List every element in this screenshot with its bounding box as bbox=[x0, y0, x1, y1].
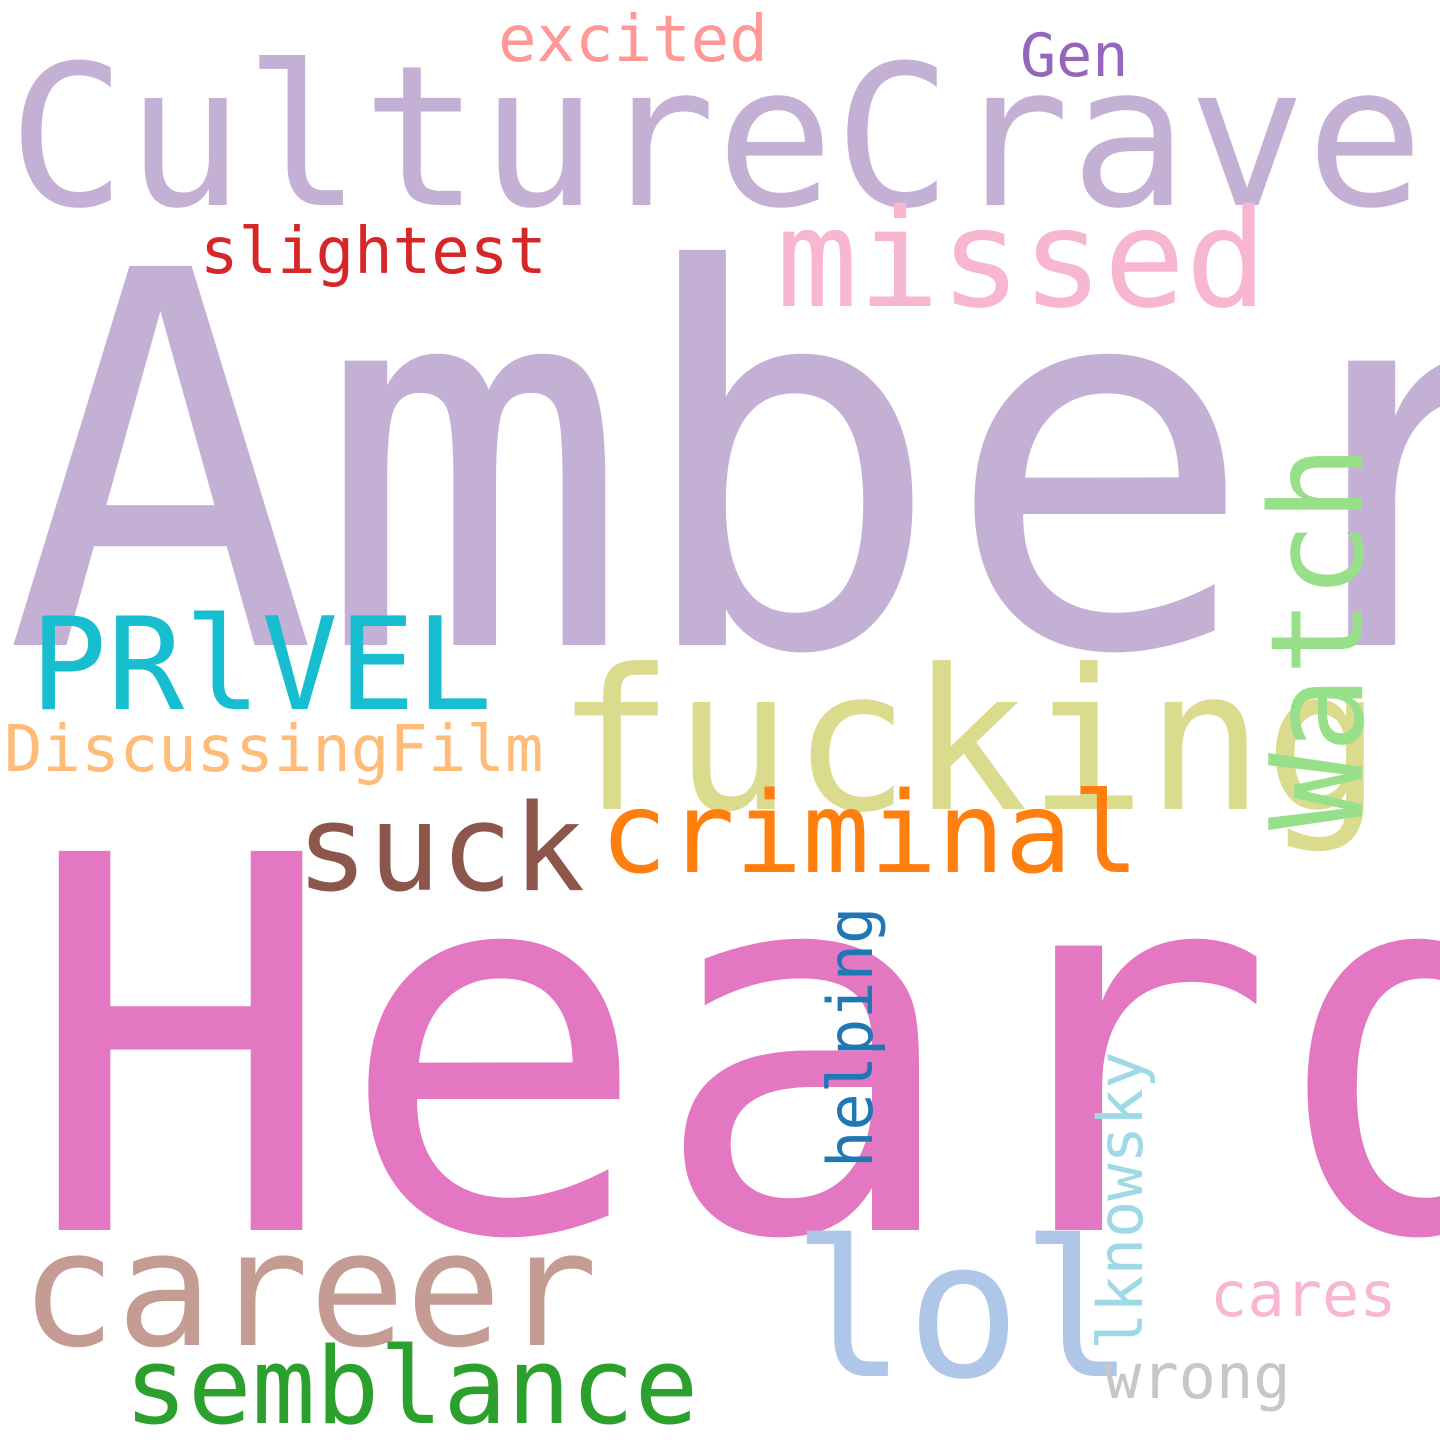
word-missed: missed bbox=[776, 181, 1268, 339]
word-semblance: semblance bbox=[124, 1325, 699, 1448]
word-slightest: slightest bbox=[200, 215, 547, 289]
word-discussingfilm: DiscussingFilm bbox=[4, 713, 544, 787]
word-amber: Amber bbox=[4, 162, 1440, 768]
word-gen: Gen bbox=[1020, 21, 1129, 91]
word-cares: cares bbox=[1210, 1258, 1397, 1331]
word-helping: helping bbox=[814, 906, 887, 1168]
word-fucking: fucking bbox=[556, 628, 1383, 856]
word-prlvel: PRlVEL bbox=[30, 591, 493, 740]
word-criminal: criminal bbox=[600, 769, 1140, 899]
word-excited: excited bbox=[498, 3, 768, 77]
word-lknowsky: lknowsky bbox=[1084, 1051, 1157, 1350]
word-lol: lol bbox=[792, 1200, 1136, 1421]
word-culturecrave: CultureCrave bbox=[8, 24, 1425, 252]
word-suck: suck bbox=[296, 780, 585, 919]
word-wrong: wrong bbox=[1104, 1340, 1291, 1413]
word-watch: Watch bbox=[1244, 444, 1393, 830]
word-career: career bbox=[20, 1196, 598, 1383]
word-heard: Heard bbox=[24, 747, 1440, 1353]
